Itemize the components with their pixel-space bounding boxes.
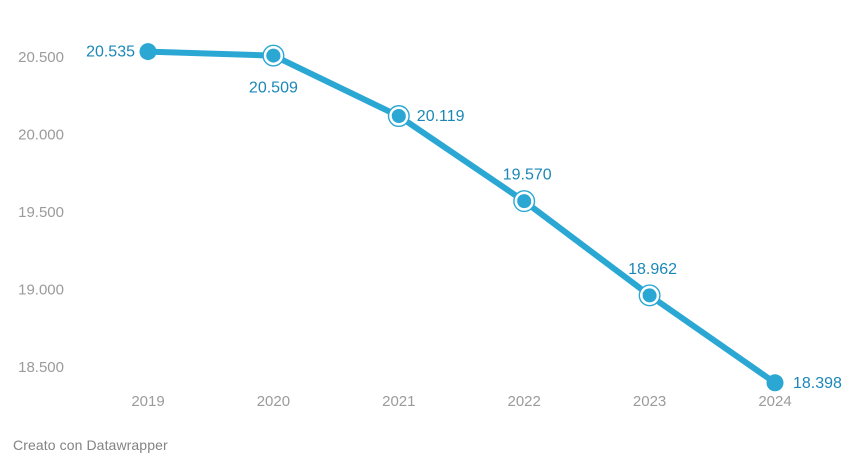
x-tick-label: 2023	[633, 393, 666, 410]
y-tick-label: 20.000	[18, 127, 64, 144]
value-label: 19.570	[503, 167, 552, 184]
data-point[interactable]	[139, 43, 157, 61]
y-tick-label: 20.500	[18, 49, 64, 66]
y-tick-label: 18.500	[18, 359, 64, 376]
point-outline	[262, 44, 285, 67]
attribution-credit: Creato con Datawrapper	[13, 437, 168, 453]
x-tick-label: 2021	[382, 393, 415, 410]
value-label: 20.509	[249, 80, 298, 97]
trend-line	[145, 48, 778, 386]
data-point[interactable]	[766, 374, 784, 392]
x-tick-label: 2022	[508, 393, 541, 410]
point-outline	[387, 105, 410, 128]
point-halo	[263, 45, 284, 66]
point-halo	[388, 105, 409, 127]
x-tick-label: 2020	[257, 393, 290, 410]
point-outline	[513, 190, 536, 213]
data-point[interactable]	[642, 288, 657, 303]
point-halo	[639, 285, 660, 306]
point-halo	[514, 191, 535, 212]
x-tick-label: 2024	[758, 393, 791, 410]
value-label: 18.398	[793, 375, 842, 392]
value-label: 18.962	[628, 261, 677, 278]
point-outline	[638, 284, 661, 307]
value-label: 20.119	[417, 108, 465, 125]
x-tick-label: 2019	[131, 393, 164, 410]
value-label: 20.535	[86, 44, 135, 61]
y-tick-label: 19.500	[18, 204, 64, 221]
data-point[interactable]	[517, 194, 532, 209]
y-tick-label: 19.000	[18, 282, 64, 299]
data-point[interactable]	[266, 48, 281, 63]
data-point[interactable]	[391, 109, 406, 124]
